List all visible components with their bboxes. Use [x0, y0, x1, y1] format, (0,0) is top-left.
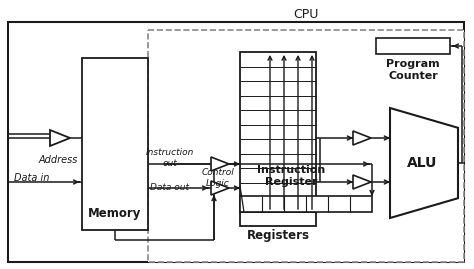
Text: Control
Logic: Control Logic	[201, 168, 234, 188]
Text: ALU: ALU	[407, 156, 437, 170]
Bar	[240, 52, 316, 226]
Bar	[82, 58, 148, 230]
Polygon shape	[50, 130, 70, 146]
Text: Instruction
out: Instruction out	[146, 148, 194, 168]
Polygon shape	[211, 157, 229, 171]
Text: Data in: Data in	[14, 173, 50, 183]
Polygon shape	[211, 181, 229, 195]
Text: Registers: Registers	[246, 229, 310, 242]
Bar	[8, 22, 464, 262]
Text: Instruction
Register: Instruction Register	[257, 165, 325, 187]
Bar	[148, 30, 464, 262]
Text: CPU: CPU	[293, 9, 319, 22]
Bar	[376, 38, 450, 54]
Polygon shape	[353, 175, 371, 189]
Text: Data out: Data out	[151, 183, 190, 193]
Bar	[240, 196, 372, 212]
Text: Program
Counter: Program Counter	[386, 59, 440, 81]
Polygon shape	[353, 131, 371, 145]
Text: Address: Address	[38, 155, 78, 165]
Polygon shape	[390, 108, 458, 218]
Text: Memory: Memory	[88, 207, 142, 221]
